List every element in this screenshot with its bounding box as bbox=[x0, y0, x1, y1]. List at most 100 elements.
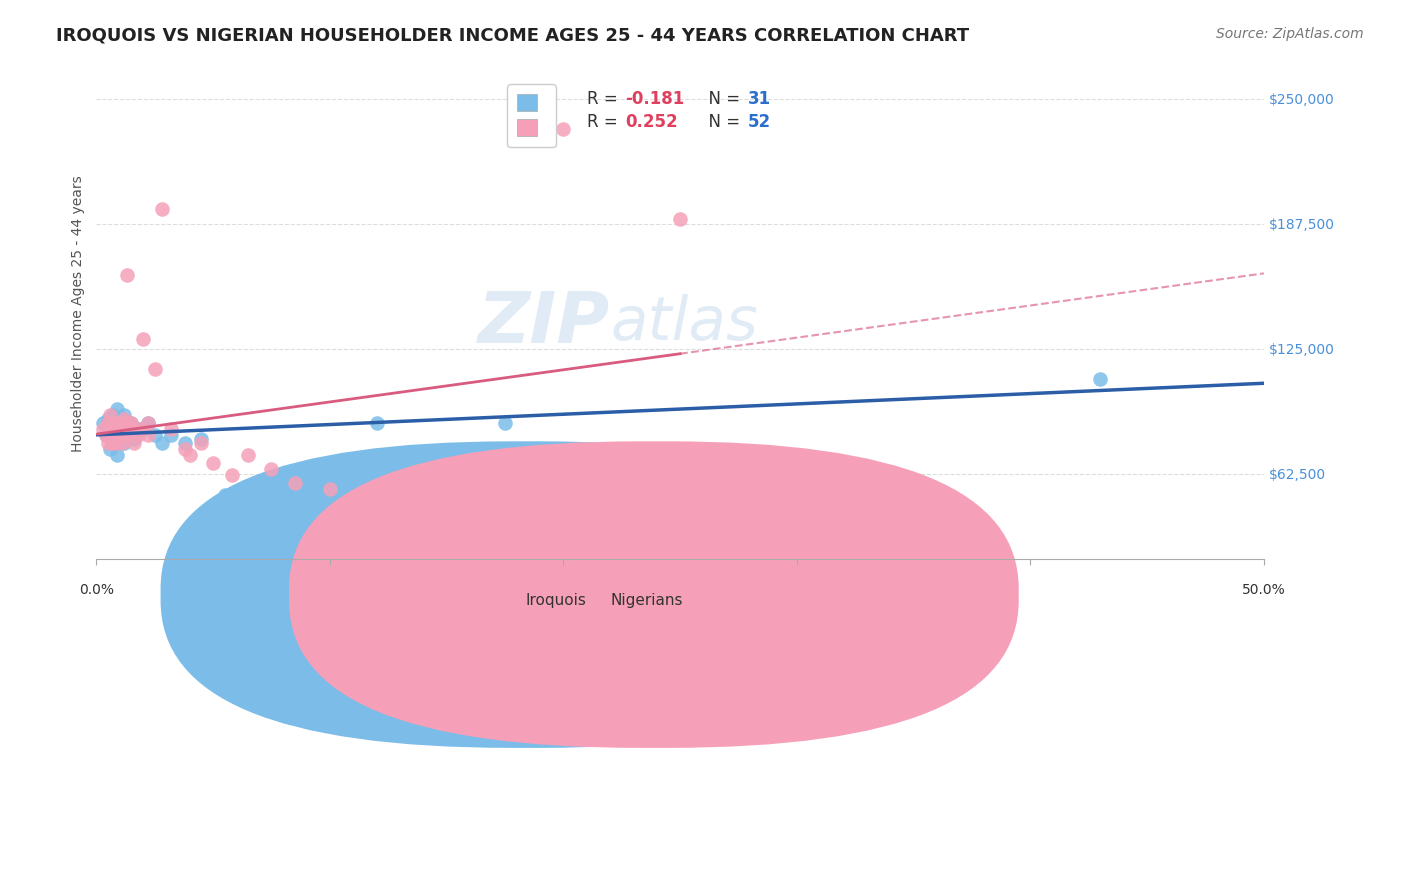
Point bbox=[111, 422, 134, 436]
Point bbox=[115, 268, 138, 282]
Point bbox=[98, 408, 121, 422]
Point bbox=[112, 428, 135, 442]
Point bbox=[122, 422, 145, 436]
Point bbox=[174, 436, 197, 450]
Point bbox=[160, 428, 183, 442]
Point bbox=[115, 416, 138, 430]
Point bbox=[101, 422, 124, 436]
Point bbox=[105, 448, 128, 462]
Point bbox=[108, 428, 131, 442]
Point bbox=[112, 412, 135, 426]
Point bbox=[112, 408, 135, 422]
Text: Nigerians: Nigerians bbox=[610, 593, 682, 608]
Point bbox=[105, 401, 128, 416]
Point bbox=[120, 416, 142, 430]
Point bbox=[436, 482, 458, 496]
Point bbox=[118, 416, 141, 430]
Point bbox=[143, 362, 166, 376]
Point bbox=[190, 436, 212, 450]
Point bbox=[118, 428, 141, 442]
Text: IROQUOIS VS NIGERIAN HOUSEHOLDER INCOME AGES 25 - 44 YEARS CORRELATION CHART: IROQUOIS VS NIGERIAN HOUSEHOLDER INCOME … bbox=[56, 27, 969, 45]
Point bbox=[221, 467, 243, 482]
Point bbox=[120, 416, 142, 430]
Point bbox=[93, 416, 115, 430]
Point bbox=[111, 422, 134, 436]
Point bbox=[136, 416, 159, 430]
Y-axis label: Householder Income Ages 25 - 44 years: Householder Income Ages 25 - 44 years bbox=[72, 176, 86, 452]
Point bbox=[214, 488, 236, 502]
Point bbox=[669, 211, 692, 226]
Point bbox=[236, 448, 259, 462]
Point bbox=[143, 428, 166, 442]
Point bbox=[150, 202, 173, 216]
Text: Iroquois: Iroquois bbox=[526, 593, 586, 608]
Text: Source: ZipAtlas.com: Source: ZipAtlas.com bbox=[1216, 27, 1364, 41]
Point bbox=[108, 428, 131, 442]
Point bbox=[101, 436, 124, 450]
Point bbox=[101, 408, 124, 422]
Point bbox=[111, 436, 134, 450]
Point bbox=[160, 422, 183, 436]
Point bbox=[482, 491, 505, 506]
Point bbox=[101, 422, 124, 436]
Point bbox=[101, 416, 124, 430]
Point bbox=[174, 442, 197, 456]
Text: N =: N = bbox=[697, 112, 745, 130]
FancyBboxPatch shape bbox=[290, 442, 1019, 747]
Point bbox=[354, 488, 377, 502]
Point bbox=[319, 482, 342, 496]
Point bbox=[202, 456, 225, 470]
Point bbox=[105, 416, 128, 430]
Point bbox=[94, 428, 117, 442]
Point bbox=[104, 416, 127, 430]
Text: N =: N = bbox=[697, 89, 745, 108]
Point bbox=[179, 448, 201, 462]
Point bbox=[132, 422, 155, 436]
Point bbox=[115, 422, 138, 436]
Point bbox=[120, 422, 142, 436]
Text: ZIP: ZIP bbox=[478, 289, 610, 358]
Text: R =: R = bbox=[586, 89, 623, 108]
Point bbox=[93, 422, 115, 436]
Point bbox=[104, 436, 127, 450]
Text: 31: 31 bbox=[748, 89, 770, 108]
Point bbox=[104, 422, 127, 436]
Point bbox=[132, 332, 155, 346]
Point bbox=[284, 475, 307, 490]
Text: -0.181: -0.181 bbox=[626, 89, 685, 108]
Point bbox=[494, 416, 516, 430]
Point bbox=[104, 428, 127, 442]
Point bbox=[105, 422, 128, 436]
Text: 0.252: 0.252 bbox=[626, 112, 678, 130]
Point bbox=[108, 416, 131, 430]
Point bbox=[118, 428, 141, 442]
Point bbox=[97, 436, 120, 450]
Point bbox=[112, 436, 135, 450]
Text: R =: R = bbox=[586, 112, 623, 130]
Text: atlas: atlas bbox=[610, 294, 758, 353]
Point bbox=[553, 121, 575, 136]
Point bbox=[94, 428, 117, 442]
Point bbox=[260, 462, 283, 476]
Point bbox=[129, 422, 152, 436]
Text: 0.0%: 0.0% bbox=[79, 583, 114, 597]
Point bbox=[1090, 372, 1112, 386]
Point bbox=[97, 412, 120, 426]
Point bbox=[136, 428, 159, 442]
FancyBboxPatch shape bbox=[160, 442, 890, 747]
Text: 50.0%: 50.0% bbox=[1241, 583, 1285, 597]
Point bbox=[108, 416, 131, 430]
Point bbox=[104, 436, 127, 450]
Point bbox=[108, 428, 131, 442]
Point bbox=[97, 416, 120, 430]
Point bbox=[127, 422, 149, 436]
Point bbox=[150, 436, 173, 450]
Point bbox=[98, 442, 121, 456]
Point bbox=[366, 416, 388, 430]
Point bbox=[98, 428, 121, 442]
Legend: , : , bbox=[508, 84, 555, 147]
Point bbox=[127, 428, 149, 442]
Point bbox=[388, 496, 411, 510]
Point bbox=[190, 432, 212, 446]
Point bbox=[122, 436, 145, 450]
